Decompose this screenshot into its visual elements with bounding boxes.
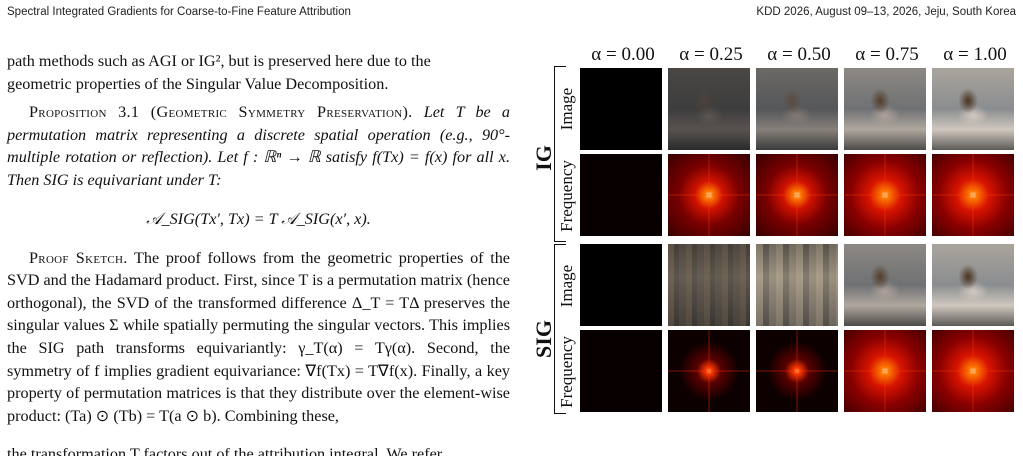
ig-frequency-cell-0 — [580, 154, 662, 236]
ig-image-cell-4 — [932, 68, 1014, 150]
intro-line-2: geometric properties of the Singular Val… — [7, 74, 389, 93]
proof-title: Proof Sketch. — [29, 248, 128, 267]
ig-image-cell-0 — [580, 68, 662, 150]
proposition-title: Proposition 3.1 (Geometric Symmetry Pres… — [29, 103, 413, 122]
sig-bracket-top — [554, 244, 566, 245]
body-text-column: path methods such as AGI or IG², but is … — [7, 50, 510, 456]
sig-frequency-cell-1 — [668, 330, 750, 412]
sig-image-cell-1 — [668, 244, 750, 326]
sig-frequency-cell-0 — [580, 330, 662, 412]
sig-frequency-cell-3 — [844, 330, 926, 412]
alpha-label-3: α = 0.75 — [855, 44, 919, 65]
ig-frequency-cell-1 — [668, 154, 750, 236]
sig-frequency-cell-2 — [756, 330, 838, 412]
ig-bracket-top — [554, 66, 566, 67]
ig-frequency-cell-4 — [932, 154, 1014, 236]
attribution-figure: α = 0.00 α = 0.25 α = 0.50 α = 0.75 α = … — [530, 44, 1020, 424]
equation: 𝒜_SIG(Tx′, Tx) = T 𝒜_SIG(x′, x). — [146, 209, 371, 228]
sig-bracket — [554, 244, 555, 414]
ig-bracket-bottom — [554, 241, 566, 242]
running-header-title: Spectral Integrated Gradients for Coarse… — [7, 6, 351, 18]
alpha-label-2: α = 0.50 — [767, 44, 831, 65]
ig-bracket — [554, 66, 555, 242]
ig-frequency-cell-3 — [844, 154, 926, 236]
clipped-last-line: the transformation T factors out of the … — [7, 445, 443, 456]
running-header-venue: KDD 2026, August 09–13, 2026, Jeju, Sout… — [756, 6, 1016, 18]
sig-image-cell-2 — [756, 244, 838, 326]
sig-frequency-cell-4 — [932, 330, 1014, 412]
row-label-ig-image: Image — [557, 87, 576, 131]
row-label-ig-frequency: Frequency — [557, 160, 576, 232]
sig-image-cell-3 — [844, 244, 926, 326]
proposition: Proposition 3.1 (Geometric Symmetry Pres… — [7, 101, 510, 191]
intro-paragraph: path methods such as AGI or IG², but is … — [7, 50, 510, 95]
sig-image-cell-4 — [932, 244, 1014, 326]
alpha-label-4: α = 1.00 — [943, 44, 1007, 65]
intro-line-1: path methods such as AGI or IG², but is … — [7, 52, 431, 70]
ig-frequency-cell-2 — [756, 154, 838, 236]
alpha-label-1: α = 0.25 — [679, 44, 743, 65]
ig-image-cell-3 — [844, 68, 926, 150]
ig-image-cell-1 — [668, 68, 750, 150]
ig-image-cell-2 — [756, 68, 838, 150]
alpha-label-0: α = 0.00 — [591, 44, 655, 65]
proof-sketch: Proof Sketch. The proof follows from the… — [7, 247, 510, 428]
row-label-sig-frequency: Frequency — [557, 336, 576, 408]
proposition-body: Let T be a permutation matrix representi… — [7, 103, 510, 189]
sig-bracket-bottom — [554, 413, 566, 414]
proof-body: The proof follows from the geometric pro… — [7, 248, 510, 425]
row-label-sig-image: Image — [557, 264, 576, 308]
sig-image-cell-0 — [580, 244, 662, 326]
